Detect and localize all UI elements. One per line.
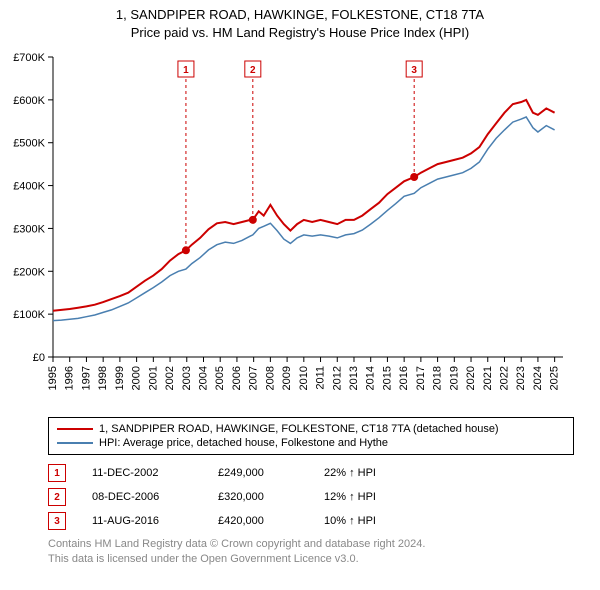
sale-point-1 <box>182 246 190 254</box>
sale-row: 2 08-DEC-2006 £320,000 12% ↑ HPI <box>48 485 574 509</box>
x-tick-label: 2012 <box>331 366 343 390</box>
sale-date: 08-DEC-2006 <box>92 491 192 503</box>
sale-point-2 <box>249 216 257 224</box>
sale-marker-label-3: 3 <box>411 65 417 76</box>
sale-point-3 <box>410 173 418 181</box>
x-tick-label: 2011 <box>315 366 327 390</box>
legend-label: HPI: Average price, detached house, Folk… <box>99 437 388 449</box>
x-tick-label: 2005 <box>214 366 226 390</box>
x-tick-label: 2022 <box>498 366 510 390</box>
y-tick-label: £600K <box>13 95 45 107</box>
x-tick-label: 2007 <box>248 366 260 390</box>
sale-row: 3 11-AUG-2016 £420,000 10% ↑ HPI <box>48 509 574 533</box>
x-tick-label: 2015 <box>381 366 393 390</box>
sale-date: 11-AUG-2016 <box>92 515 192 527</box>
x-tick-label: 2014 <box>365 366 377 390</box>
sale-badge: 1 <box>48 464 66 482</box>
y-tick-label: £0 <box>33 352 45 364</box>
x-tick-label: 2004 <box>197 366 209 390</box>
x-tick-label: 2024 <box>532 366 544 390</box>
x-tick-label: 1998 <box>97 366 109 390</box>
x-tick-label: 2003 <box>181 366 193 390</box>
x-tick-label: 1999 <box>114 366 126 390</box>
x-tick-label: 2021 <box>482 366 494 390</box>
x-tick-label: 1995 <box>47 366 59 390</box>
legend-label: 1, SANDPIPER ROAD, HAWKINGE, FOLKESTONE,… <box>99 423 499 435</box>
x-tick-label: 2001 <box>147 366 159 390</box>
price-chart: £0 £100K £200K £300K £400K £500K £600K £700K 199… <box>8 47 592 407</box>
attribution-line-2: This data is licensed under the Open Gov… <box>48 552 574 567</box>
x-tick-label: 2000 <box>131 366 143 390</box>
sale-badge: 3 <box>48 512 66 530</box>
x-tick-label: 2009 <box>281 366 293 390</box>
sale-badge: 2 <box>48 488 66 506</box>
y-tick-label: £100K <box>13 309 45 321</box>
chart-title: 1, SANDPIPER ROAD, HAWKINGE, FOLKESTONE,… <box>8 6 592 41</box>
sale-marker-label-1: 1 <box>183 65 189 76</box>
y-tick-label: £400K <box>13 181 45 193</box>
x-tick-label: 1996 <box>64 366 76 390</box>
sale-row: 1 11-DEC-2002 £249,000 22% ↑ HPI <box>48 461 574 485</box>
x-tick-label: 2013 <box>348 366 360 390</box>
sale-hpi: 22% ↑ HPI <box>324 467 424 479</box>
sale-price: £320,000 <box>218 491 298 503</box>
x-tick-label: 2025 <box>549 366 561 390</box>
y-tick-label: £200K <box>13 266 45 278</box>
title-line-2: Price paid vs. HM Land Registry's House … <box>8 24 592 42</box>
y-tick-label: £700K <box>13 52 45 64</box>
legend-row: 1, SANDPIPER ROAD, HAWKINGE, FOLKESTONE,… <box>57 422 565 436</box>
legend: 1, SANDPIPER ROAD, HAWKINGE, FOLKESTONE,… <box>48 417 574 455</box>
x-tick-label: 1997 <box>80 366 92 390</box>
legend-swatch <box>57 428 93 430</box>
x-tick-label: 2017 <box>415 366 427 390</box>
x-tick-label: 2002 <box>164 366 176 390</box>
sale-marker-label-2: 2 <box>250 65 256 76</box>
attribution: Contains HM Land Registry data © Crown c… <box>48 537 574 567</box>
x-tick-label: 2020 <box>465 366 477 390</box>
sale-price: £249,000 <box>218 467 298 479</box>
sales-table: 1 11-DEC-2002 £249,000 22% ↑ HPI 2 08-DEC-200… <box>48 461 574 533</box>
x-tick-label: 2019 <box>448 366 460 390</box>
x-tick-label: 2023 <box>515 366 527 390</box>
attribution-line-1: Contains HM Land Registry data © Crown c… <box>48 537 574 552</box>
series-price_paid <box>53 100 555 311</box>
x-tick-label: 2010 <box>298 366 310 390</box>
sale-hpi: 12% ↑ HPI <box>324 491 424 503</box>
legend-swatch <box>57 442 93 444</box>
legend-row: HPI: Average price, detached house, Folk… <box>57 436 565 450</box>
y-tick-label: £500K <box>13 138 45 150</box>
sale-hpi: 10% ↑ HPI <box>324 515 424 527</box>
x-tick-label: 2016 <box>398 366 410 390</box>
title-line-1: 1, SANDPIPER ROAD, HAWKINGE, FOLKESTONE,… <box>8 6 592 24</box>
sale-price: £420,000 <box>218 515 298 527</box>
x-tick-label: 2008 <box>264 366 276 390</box>
y-tick-label: £300K <box>13 224 45 236</box>
x-tick-label: 2006 <box>231 366 243 390</box>
sale-date: 11-DEC-2002 <box>92 467 192 479</box>
x-tick-label: 2018 <box>432 366 444 390</box>
chart-svg: £0 £100K £200K £300K £400K £500K £600K £700K 199… <box>8 47 568 407</box>
